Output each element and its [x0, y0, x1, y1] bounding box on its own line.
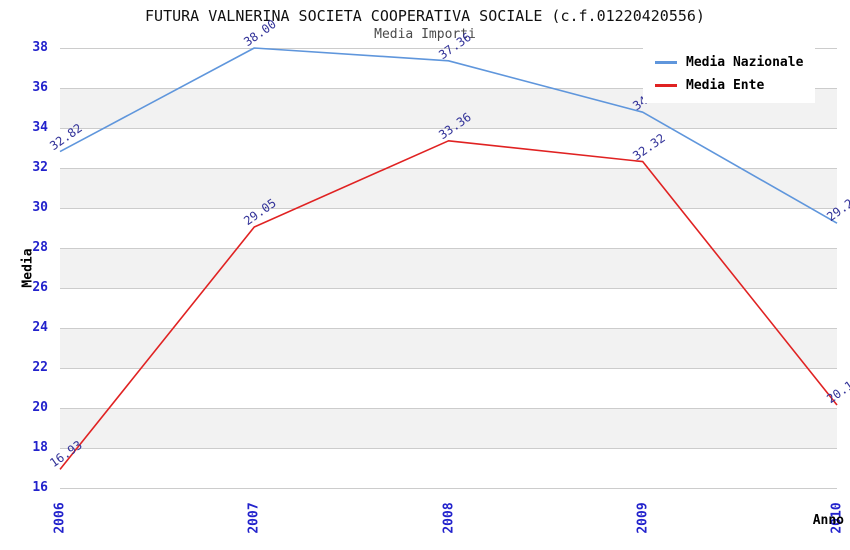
gridline: [60, 367, 837, 369]
chart-subtitle: Media Importi: [374, 27, 476, 42]
grid-band: [60, 448, 837, 488]
y-axis-tick-label: 16: [32, 480, 48, 495]
gridline: [60, 287, 837, 289]
grid-band: [60, 168, 837, 208]
legend-swatch-icon: [655, 84, 677, 87]
gridline: [60, 487, 837, 489]
series-line-media-nazionale: [59, 47, 838, 224]
grid-band: [60, 368, 837, 408]
y-axis-tick-label: 20: [32, 400, 48, 415]
legend-item: Media Ente: [655, 78, 803, 93]
y-axis-tick-label: 38: [32, 40, 48, 55]
y-axis-tick-label: 36: [32, 80, 48, 95]
grid-band: [60, 408, 837, 448]
plot-area: 32.8238.0037.3634.7929.2416.9329.0533.36…: [47, 17, 850, 489]
gridline: [60, 327, 837, 329]
y-axis-tick-label: 30: [32, 200, 48, 215]
chart-title: FUTURA VALNERINA SOCIETA COOPERATIVA SOC…: [145, 7, 705, 25]
x-axis-tick-label: 2006: [52, 502, 68, 534]
gridline: [60, 407, 837, 409]
gridline: [60, 47, 837, 49]
x-axis-tick-label: 2008: [441, 502, 456, 534]
gridline: [60, 247, 837, 249]
y-axis-tick-label: 24: [32, 320, 48, 335]
legend-label: Media Nazionale: [686, 55, 804, 70]
y-axis-tick-label: 28: [32, 240, 48, 255]
y-axis-tick-label: 32: [32, 160, 48, 175]
y-axis-tick-label: 18: [32, 440, 48, 455]
grid-band: [60, 208, 837, 248]
grid-band: [60, 248, 837, 288]
series-line-media-ente: [59, 140, 838, 470]
y-axis-tick-label: 34: [32, 120, 48, 135]
x-axis-title: Anno: [812, 513, 844, 528]
y-axis-tick-label: 26: [32, 280, 48, 295]
legend-item: Media Nazionale: [655, 55, 803, 70]
y-axis-title: Media: [20, 248, 36, 288]
x-axis-tick-label: 2007: [246, 502, 262, 534]
grid-band: [60, 328, 837, 368]
grid-band: [60, 128, 837, 168]
gridline: [60, 87, 837, 89]
legend-label: Media Ente: [686, 78, 765, 93]
x-axis-tick-label: 2009: [635, 502, 651, 534]
gridline: [60, 207, 837, 209]
gridline: [60, 447, 837, 449]
gridline: [60, 167, 837, 169]
series-lines: [59, 47, 838, 470]
legend: Media Nazionale Media Ente: [643, 45, 815, 103]
y-axis-tick-label: 22: [32, 360, 48, 375]
legend-swatch-icon: [655, 61, 677, 64]
gridline: [60, 127, 837, 129]
